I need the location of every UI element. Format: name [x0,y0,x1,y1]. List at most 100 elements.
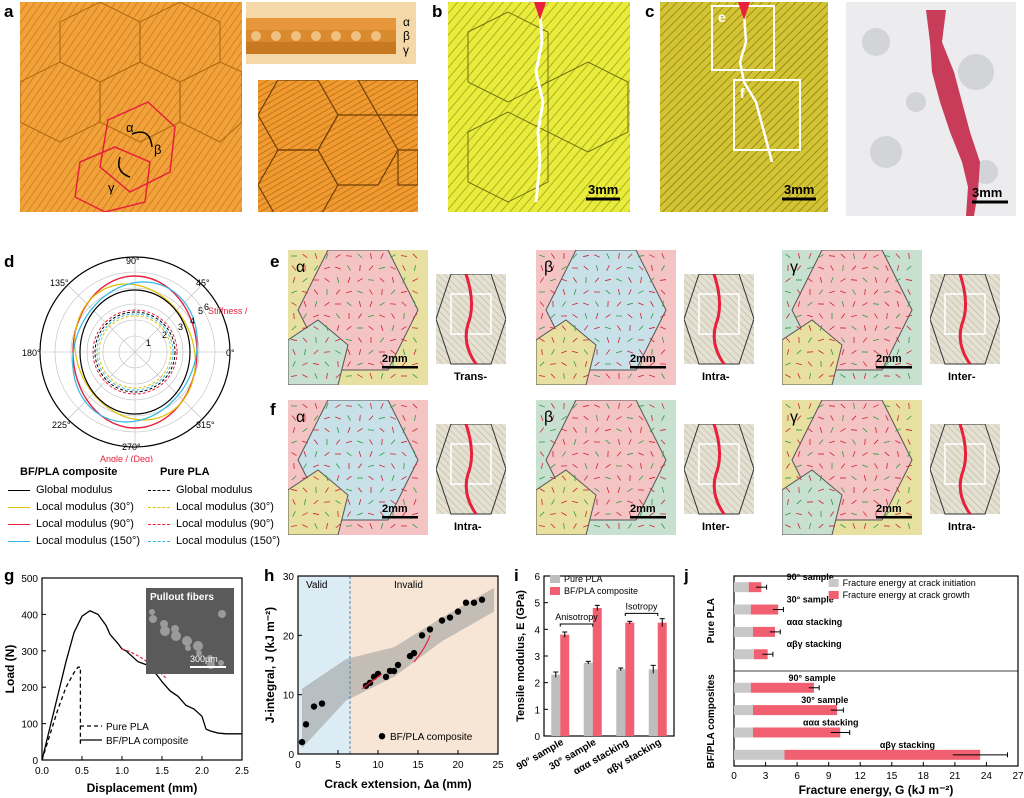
legend-line-composite [8,490,30,491]
x-tick-label: 2.5 [235,766,249,777]
angle-gamma: γ [108,180,115,195]
panel-label-g: g [4,566,15,585]
greek-label: β [544,409,553,426]
panel_e-schematic-2: Inter- [930,274,1000,383]
legend-item-pla: Local modulus (30°) [176,501,274,513]
greek-label: β [544,259,553,276]
legend-item-composite: Global modulus [36,484,113,496]
chart-g-frame [41,577,243,761]
bar [583,662,593,736]
data-point [426,626,434,633]
angle-180: 180° [22,348,41,358]
panel-label-j: j [684,566,689,585]
legend-item-composite: Local modulus (30°) [36,501,134,513]
legend-composite-title: BF/PLA composite [20,466,118,478]
layer-beta: β [403,29,410,43]
legend-swatch [828,579,839,587]
x-tick-label: 20 [452,760,464,771]
bar-initiation [734,649,754,660]
region-invalid-label: Invalid [394,580,423,591]
data-point [310,703,318,710]
panel-label-a: a [4,2,14,21]
angle-0: 0° [226,348,235,358]
x-tick-label: 0.0 [35,766,49,777]
data-point [302,721,310,728]
panel-a-honeycomb-image: α β γ [20,2,242,212]
data-point [318,700,326,707]
y-axis-label: Load (N) [3,645,17,694]
y-axis-label: J-integral, J (kJ m⁻²) [263,607,277,723]
x-tick-label: 27 [1012,771,1024,782]
legend-line-pla [148,490,170,491]
angle-270: 270° [122,442,141,452]
angle-beta: β [154,142,161,157]
data-point [470,599,478,606]
x-tick-label: 0.5 [75,766,89,777]
bar-initiation [734,705,753,716]
legend-label: BF/PLA composite [564,586,638,596]
ring-5: 5 [198,306,203,316]
bar-growth [750,682,814,693]
angle-315: 315° [196,420,215,430]
x-tick-label: 0 [295,760,301,771]
bar [560,634,570,736]
layer-alpha: α [403,15,410,29]
bar [625,622,635,736]
scale-bar-b: 3mm [588,182,618,197]
legend-swatch [550,587,560,595]
panel_f-schematic-0: Intra- [436,424,506,533]
data-point [298,738,306,746]
data-point [418,632,426,639]
panel-c-crack-path-image: 3mm [846,2,1016,216]
category-label: 90° sample [788,673,835,683]
bar-growth [752,705,838,716]
y-tick-label: 2 [534,679,540,690]
x-tick-label: 15 [886,771,898,782]
panel-label-e: e [270,252,280,271]
bar-initiation [734,626,753,637]
y-tick-label: 5 [534,599,540,610]
chart-j: 0 3 6 9 12 15 18 21 24 27 90° sample 30° sample ααα … [706,572,1024,797]
inset-scale: 300μm [190,654,218,664]
x-tick-label: 2.0 [195,766,209,777]
scale-label: 2mm [382,353,408,365]
group-label-pure-pla: Pure PLA [706,598,717,643]
panel_e-map-1: β 2mm [536,250,676,385]
series-pure-pla [41,666,82,761]
x-tick-label: 3 [763,771,769,782]
panel_f-schematic-1: Inter- [684,424,754,533]
y-tick-label: 100 [21,720,38,731]
legend-line-composite [8,524,30,525]
data-point [382,673,390,681]
trend-arrow [413,635,431,663]
trend-arrow [361,673,383,690]
angle-axis-label: Angle / (Deg) [100,454,153,462]
inset-label: Pullout fibers [150,592,214,603]
category-label: αβγ stacking [787,639,842,649]
bar-growth [752,727,841,738]
panel-label-c: c [645,2,655,21]
bar-growth [748,582,762,593]
fracture-mode-label: Trans- [454,371,487,383]
panel-label-d: d [4,252,15,271]
panel-a-topview-image [258,80,418,212]
x-tick-label: 1.0 [115,766,129,777]
y-tick-label: 300 [21,647,38,658]
x-tick-label: 21 [949,771,961,782]
greek-label: γ [790,259,798,276]
x-tick-label: 9 [826,771,832,782]
x-tick-label: 1.5 [155,766,169,777]
legend-label: Pure PLA [564,574,603,584]
fracture-mode-label: Intra- [702,371,730,383]
panel-d-polar-plot: 90° 45° 0° 315° 270° 225° 180° 135° 1 2 … [22,256,250,462]
layer-gamma: γ [403,43,409,57]
legend-label: Fracture energy at crack growth [843,590,970,600]
panel-label-i: i [514,566,519,585]
region-valid-label: Valid [306,580,328,591]
scale-bar-c: 3mm [784,182,814,197]
y-tick-label: 10 [283,691,295,702]
category-label: αβγ stacking [880,740,935,750]
chart-h-frame [297,575,499,755]
bracket-anisotropy: Anisotropy [555,612,598,622]
